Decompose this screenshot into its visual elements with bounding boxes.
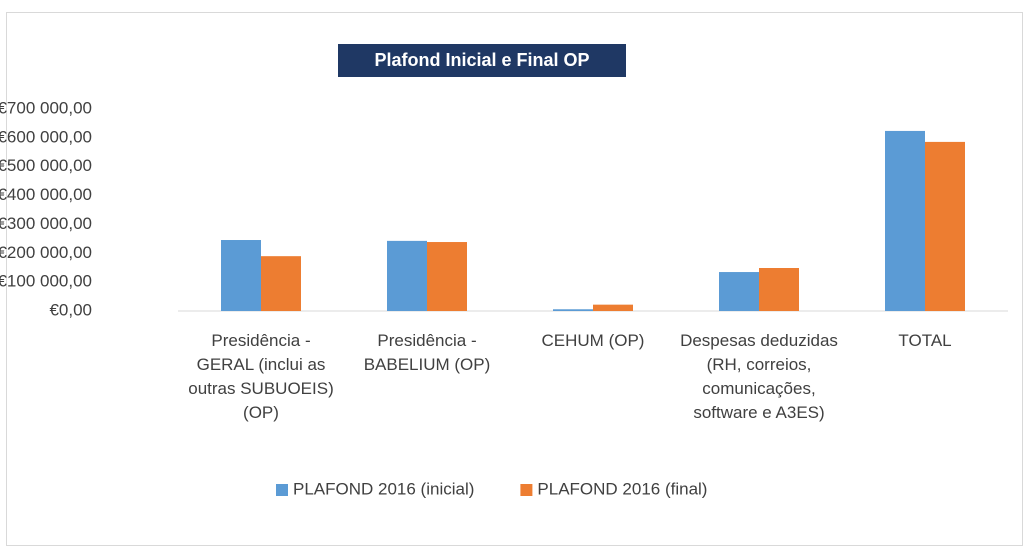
legend-swatch (520, 484, 533, 496)
chart-title: Plafond Inicial e Final OP (374, 50, 589, 70)
bar (593, 304, 633, 311)
y-tick-label: €500 000,00 (0, 156, 92, 175)
legend-label: PLAFOND 2016 (final) (537, 479, 707, 498)
y-tick-label: €600 000,00 (0, 127, 92, 146)
y-tick-label: €0,00 (49, 300, 92, 319)
legend-swatch (276, 484, 288, 496)
bar (885, 130, 925, 311)
x-tick-label: Presidência - BABELIUM (OP) (363, 331, 491, 374)
bar (261, 256, 301, 311)
chart-border (6, 12, 1023, 546)
bar (925, 141, 965, 311)
y-tick-label: €700 000,00 (0, 98, 92, 117)
y-tick-label: €100 000,00 (0, 272, 92, 291)
x-tick-label: TOTAL (898, 331, 952, 350)
y-tick-label: €300 000,00 (0, 214, 92, 233)
title-box (338, 44, 626, 77)
bar (427, 242, 467, 311)
x-tick-label: CEHUM (OP) (541, 331, 645, 350)
y-tick-label: €200 000,00 (0, 243, 92, 262)
bar (719, 272, 759, 311)
bar (387, 240, 427, 311)
x-tick-label: Presidência - GERAL (inclui as outras SU… (188, 331, 334, 422)
bar (221, 240, 261, 311)
bar (759, 268, 799, 311)
legend-label: PLAFOND 2016 (inicial) (293, 479, 474, 498)
y-tick-label: €400 000,00 (0, 185, 92, 204)
bar (553, 309, 593, 311)
x-tick-label: Despesas deduzidas (RH, correios, comuni… (680, 331, 838, 422)
